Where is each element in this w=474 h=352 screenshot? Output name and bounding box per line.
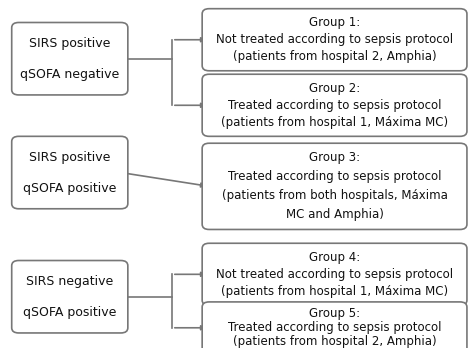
Text: SIRS positive: SIRS positive (29, 151, 110, 164)
Text: Group 3:: Group 3: (309, 151, 360, 164)
Text: qSOFA negative: qSOFA negative (20, 68, 119, 81)
FancyBboxPatch shape (202, 9, 467, 71)
Text: (patients from hospital 1, Máxima MC): (patients from hospital 1, Máxima MC) (221, 285, 448, 298)
Text: (patients from hospital 1, Máxima MC): (patients from hospital 1, Máxima MC) (221, 116, 448, 129)
FancyBboxPatch shape (202, 243, 467, 305)
Text: Treated according to sepsis protocol: Treated according to sepsis protocol (228, 99, 441, 112)
Text: Group 4:: Group 4: (309, 251, 360, 264)
FancyBboxPatch shape (202, 74, 467, 136)
FancyBboxPatch shape (202, 302, 467, 352)
Text: SIRS negative: SIRS negative (26, 275, 113, 288)
Text: (patients from hospital 2, Amphia): (patients from hospital 2, Amphia) (233, 335, 437, 348)
Text: (patients from both hospitals, Máxima: (patients from both hospitals, Máxima (222, 189, 447, 202)
Text: (patients from hospital 2, Amphia): (patients from hospital 2, Amphia) (233, 50, 437, 63)
Text: SIRS positive: SIRS positive (29, 37, 110, 50)
Text: MC and Amphia): MC and Amphia) (286, 208, 383, 221)
Text: Group 1:: Group 1: (309, 16, 360, 29)
Text: Not treated according to sepsis protocol: Not treated according to sepsis protocol (216, 268, 453, 281)
Text: Not treated according to sepsis protocol: Not treated according to sepsis protocol (216, 33, 453, 46)
FancyBboxPatch shape (12, 23, 128, 95)
FancyBboxPatch shape (12, 136, 128, 209)
Text: qSOFA positive: qSOFA positive (23, 182, 117, 195)
Text: Treated according to sepsis protocol: Treated according to sepsis protocol (228, 321, 441, 334)
Text: Group 2:: Group 2: (309, 82, 360, 95)
Text: qSOFA positive: qSOFA positive (23, 306, 117, 319)
Text: Treated according to sepsis protocol: Treated according to sepsis protocol (228, 170, 441, 183)
Text: Group 5:: Group 5: (309, 308, 360, 320)
FancyBboxPatch shape (12, 260, 128, 333)
FancyBboxPatch shape (202, 143, 467, 230)
